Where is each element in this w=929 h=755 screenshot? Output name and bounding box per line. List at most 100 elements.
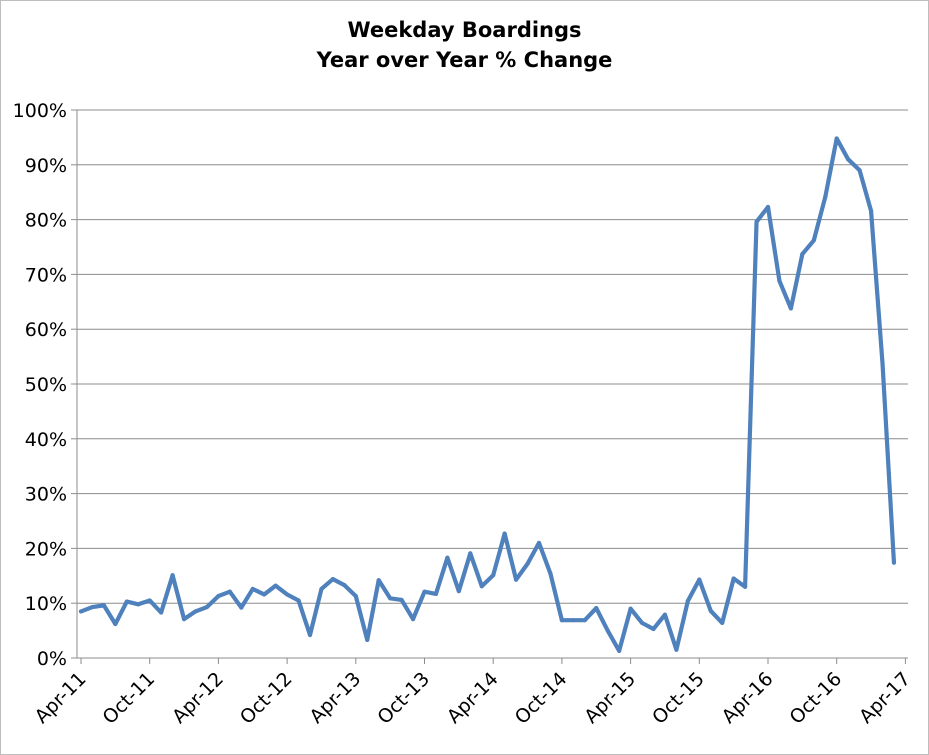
data-point: [181, 616, 187, 622]
data-point: [559, 618, 565, 623]
series-layer: [78, 136, 897, 653]
data-point: [491, 573, 496, 578]
data-point: [594, 606, 599, 611]
x-tick-label: Oct-15: [648, 668, 709, 729]
data-point: [353, 593, 358, 599]
data-point: [697, 577, 702, 582]
chart-subtitle: Year over Year % Change: [316, 48, 613, 72]
data-point: [502, 531, 507, 536]
y-tick-label: 40%: [25, 429, 67, 451]
data-point: [834, 136, 839, 141]
data-point: [617, 648, 622, 653]
x-tick-label: Oct-16: [786, 668, 847, 729]
data-point: [743, 584, 748, 589]
data-point: [662, 612, 668, 617]
data-point: [113, 621, 118, 627]
data-point: [880, 361, 885, 366]
x-tick-label: Apr-13: [305, 668, 365, 728]
data-point: [731, 576, 736, 581]
y-tick-label: 10%: [25, 593, 67, 615]
y-tick-label: 20%: [25, 538, 67, 560]
data-point: [605, 628, 610, 633]
data-point: [571, 618, 576, 623]
data-point: [891, 560, 897, 565]
x-tick-label: Apr-12: [168, 668, 228, 728]
data-point: [685, 598, 690, 604]
data-point: [204, 604, 210, 610]
data-point: [399, 597, 404, 603]
data-point: [765, 204, 771, 210]
data-point: [525, 561, 530, 566]
data-point: [479, 584, 484, 589]
x-axis: Apr-11 Oct-11 Apr-12 Oct-12 Apr-13 Oct-13 Apr-…: [31, 110, 915, 729]
data-point: [582, 618, 587, 623]
data-point: [823, 195, 828, 200]
gridlines: [77, 109, 908, 604]
data-point: [342, 583, 347, 588]
data-point: [193, 609, 198, 614]
data-point: [410, 616, 416, 622]
data-point: [319, 586, 324, 592]
x-tick-label: Oct-12: [236, 668, 297, 729]
data-point: [846, 157, 851, 162]
data-point: [330, 576, 335, 582]
data-point: [651, 626, 656, 632]
chart-title-block: Weekday Boardings Year over Year % Chang…: [1, 15, 928, 75]
data-point: [285, 592, 290, 597]
data-point: [262, 592, 267, 597]
data-point: [708, 608, 713, 613]
series-line: [78, 136, 897, 653]
data-point: [147, 598, 152, 603]
x-tick-label: Oct-11: [99, 668, 160, 729]
data-point: [754, 219, 759, 224]
x-tick-label: Oct-13: [373, 668, 434, 729]
data-point: [307, 632, 313, 638]
x-tick-label: Oct-14: [511, 668, 572, 729]
data-point: [124, 599, 129, 604]
y-tick-label: 80%: [25, 210, 67, 232]
data-point: [777, 278, 782, 284]
y-tick-label: 0%: [37, 648, 67, 670]
data-point: [548, 571, 553, 576]
data-point: [250, 586, 255, 592]
data-point: [422, 589, 427, 594]
data-point: [216, 593, 221, 599]
data-point: [800, 252, 805, 257]
data-point: [78, 609, 84, 614]
y-tick-label: 50%: [25, 374, 67, 396]
y-tick-label: 70%: [25, 264, 67, 286]
data-point: [433, 591, 439, 596]
y-axis-ticks: 0% 10% 20% 30% 40% 50% 60% 70% 80% 90% 100%: [13, 100, 77, 670]
data-point: [136, 602, 141, 607]
data-point: [101, 603, 106, 608]
x-tick-label: Apr-14: [443, 668, 503, 728]
data-point: [273, 583, 278, 588]
data-point: [536, 540, 542, 546]
x-tick-label: Apr-16: [718, 668, 778, 728]
data-point: [159, 610, 164, 615]
data-point: [788, 306, 794, 311]
data-point: [239, 605, 244, 610]
data-point: [170, 573, 175, 578]
y-tick-label: 60%: [25, 319, 67, 341]
x-tick-label: Apr-17: [855, 668, 915, 728]
data-point: [456, 589, 461, 594]
data-point: [376, 578, 381, 583]
data-point: [365, 637, 370, 643]
data-point: [90, 604, 95, 610]
data-point: [811, 238, 816, 243]
data-point: [388, 596, 393, 601]
data-point: [628, 606, 633, 611]
data-point: [720, 620, 725, 626]
x-tick-label: Apr-11: [31, 668, 91, 728]
y-tick-label: 100%: [13, 100, 67, 122]
data-point: [296, 598, 301, 603]
data-point: [468, 551, 473, 556]
chart-title: Weekday Boardings: [347, 18, 582, 42]
data-point: [514, 577, 519, 582]
x-tick-label: Apr-15: [580, 668, 640, 728]
y-tick-label: 90%: [25, 155, 67, 177]
data-point: [868, 208, 874, 213]
